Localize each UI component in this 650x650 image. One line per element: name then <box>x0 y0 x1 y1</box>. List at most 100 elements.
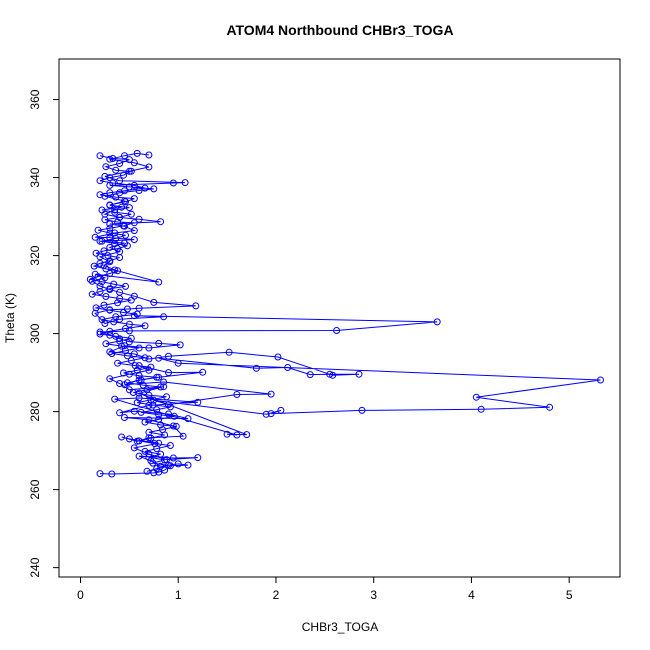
x-tick-label: 0 <box>77 588 84 602</box>
x-axis: 0 1 2 3 4 5 <box>77 576 573 602</box>
data-point <box>145 391 153 399</box>
data-point <box>96 191 104 199</box>
data-point <box>135 437 143 445</box>
data-point <box>96 288 104 295</box>
data-point <box>101 216 109 224</box>
data-point <box>157 421 165 429</box>
data-point <box>100 247 108 255</box>
data-point <box>157 383 165 391</box>
data-point <box>96 259 104 267</box>
y-tick-label: 340 <box>28 167 42 187</box>
data-point <box>106 224 114 232</box>
data-point <box>145 163 153 171</box>
data-point <box>145 151 153 159</box>
data-point <box>141 447 149 455</box>
data-point <box>165 352 172 360</box>
data-point <box>130 407 138 415</box>
data-point <box>106 189 114 197</box>
data-point <box>133 399 141 407</box>
data-point <box>172 422 180 430</box>
data-point <box>125 435 133 443</box>
x-tick-label: 5 <box>566 588 573 602</box>
y-tick-label: 260 <box>28 479 42 499</box>
data-point <box>262 410 270 418</box>
data-point <box>123 242 131 250</box>
plot-area <box>86 149 604 478</box>
data-point <box>133 310 141 318</box>
data-point <box>161 431 169 439</box>
data-point <box>169 454 177 462</box>
y-tick-label: 240 <box>28 557 42 577</box>
data-point <box>166 403 174 411</box>
data-point <box>118 342 126 350</box>
data-point <box>122 198 129 206</box>
data-point <box>130 219 138 227</box>
x-axis-label: CHBr3_TOGA <box>302 620 378 634</box>
data-point <box>135 452 143 460</box>
data-point <box>165 369 172 377</box>
data-point <box>145 453 153 461</box>
data-point <box>116 160 124 167</box>
data-point <box>112 166 120 174</box>
data-point <box>233 391 241 398</box>
data-point <box>114 359 122 367</box>
data-point <box>145 344 153 352</box>
data-point <box>181 179 189 187</box>
data-point <box>166 442 174 449</box>
data-point <box>546 403 554 411</box>
data-point <box>150 185 158 193</box>
data-point <box>118 433 126 441</box>
data-point <box>106 270 114 277</box>
data-point <box>135 344 143 352</box>
data-point <box>116 295 124 302</box>
data-point <box>223 430 231 438</box>
data-point <box>106 174 114 182</box>
data-point <box>127 210 135 218</box>
data-point <box>267 410 275 418</box>
data-point <box>102 163 110 171</box>
y-tick-label: 300 <box>28 323 42 343</box>
data-point <box>108 470 116 478</box>
data-point <box>130 181 138 189</box>
data-point <box>153 373 161 381</box>
data-point <box>355 370 363 378</box>
data-point <box>130 444 138 452</box>
data-point <box>109 179 117 187</box>
data-point <box>145 355 153 363</box>
data-point <box>120 369 127 377</box>
data-point <box>111 206 119 214</box>
data-point <box>106 155 114 163</box>
data-point <box>102 265 110 273</box>
data-point <box>91 233 99 241</box>
data-point <box>112 193 120 201</box>
data-point <box>267 390 275 398</box>
data-point <box>125 156 133 164</box>
data-point <box>106 285 114 293</box>
data-point <box>179 432 187 440</box>
data-point <box>184 415 192 423</box>
data-point <box>157 218 165 226</box>
data-point <box>116 380 124 387</box>
data-point <box>147 434 155 442</box>
data-point <box>155 411 163 419</box>
data-point <box>108 350 116 357</box>
data-point <box>141 184 149 192</box>
chart-title: ATOM4 Northbound CHBr3_TOGA <box>226 22 453 38</box>
data-point <box>141 322 149 330</box>
data-point <box>94 226 102 234</box>
data-point <box>477 405 485 413</box>
data-point <box>120 222 127 230</box>
y-axis: 240 260 280 300 320 340 360 <box>28 89 60 578</box>
data-point <box>170 412 178 420</box>
data-point <box>274 353 282 361</box>
data-point <box>358 406 366 414</box>
data-point <box>127 296 135 304</box>
data-point <box>149 401 157 409</box>
data-point <box>118 203 126 211</box>
data-point <box>153 445 161 453</box>
data-point <box>96 152 104 160</box>
data-point <box>121 152 128 160</box>
data-point <box>106 348 114 356</box>
data-point <box>169 179 177 187</box>
data-point <box>306 371 314 379</box>
